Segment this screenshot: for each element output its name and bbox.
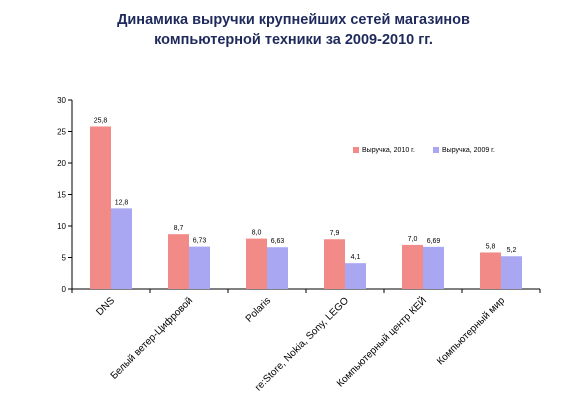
data-label: 8,0 bbox=[252, 230, 262, 237]
data-label: 12,8 bbox=[115, 199, 129, 206]
legend-label: Выручка, 2010 г. bbox=[362, 147, 415, 154]
chart-title: Динамика выручки крупнейших сетей магази… bbox=[0, 10, 587, 50]
chart-title-line-1: Динамика выручки крупнейших сетей магази… bbox=[117, 12, 470, 28]
category-label: DNS bbox=[94, 295, 117, 318]
data-label: 8,7 bbox=[174, 225, 184, 232]
bar-2010 bbox=[480, 252, 501, 289]
y-tick-label: 0 bbox=[62, 285, 67, 294]
legend-label: Выручка, 2009 г. bbox=[442, 147, 495, 154]
y-tick-label: 30 bbox=[57, 96, 66, 105]
data-label: 5,8 bbox=[486, 243, 496, 250]
bar-2009 bbox=[501, 256, 522, 289]
bar-2010 bbox=[168, 234, 189, 289]
data-label: 6,63 bbox=[271, 238, 285, 245]
data-label: 7,9 bbox=[330, 230, 340, 237]
y-tick-label: 5 bbox=[62, 254, 67, 263]
bar-2009 bbox=[345, 263, 366, 289]
category-label: Компьютерный мир bbox=[435, 295, 507, 367]
bar-2010 bbox=[246, 238, 267, 289]
category-label: Белый ветер-Цифровой bbox=[108, 295, 195, 382]
y-tick-label: 15 bbox=[57, 191, 66, 200]
category-label: Компьютерный центр КЕЙ bbox=[334, 294, 430, 390]
category-label: re:Store, Nokia, Sony, LEGO bbox=[253, 295, 351, 393]
category-label: Polaris bbox=[244, 295, 273, 324]
data-label: 6,73 bbox=[193, 238, 207, 245]
bar-2010 bbox=[402, 244, 423, 289]
data-label: 6,69 bbox=[427, 238, 441, 245]
y-tick-label: 10 bbox=[57, 222, 66, 231]
bar-2009 bbox=[111, 208, 132, 289]
data-label: 4,1 bbox=[351, 254, 361, 261]
bar-2009 bbox=[423, 246, 444, 289]
bar-2009 bbox=[189, 246, 210, 289]
legend-swatch bbox=[433, 147, 439, 153]
data-label: 7,0 bbox=[408, 236, 418, 243]
data-label: 25,8 bbox=[94, 117, 108, 124]
chart-title-line-2: компьютерной техники за 2009-2010 гг. bbox=[154, 32, 433, 48]
bar-2010 bbox=[90, 126, 111, 290]
legend-swatch bbox=[353, 147, 359, 153]
data-label: 5,2 bbox=[507, 247, 517, 254]
bar-2010 bbox=[324, 239, 345, 289]
bar-2009 bbox=[267, 247, 288, 289]
y-tick-label: 25 bbox=[57, 128, 66, 137]
y-tick-label: 20 bbox=[57, 159, 66, 168]
